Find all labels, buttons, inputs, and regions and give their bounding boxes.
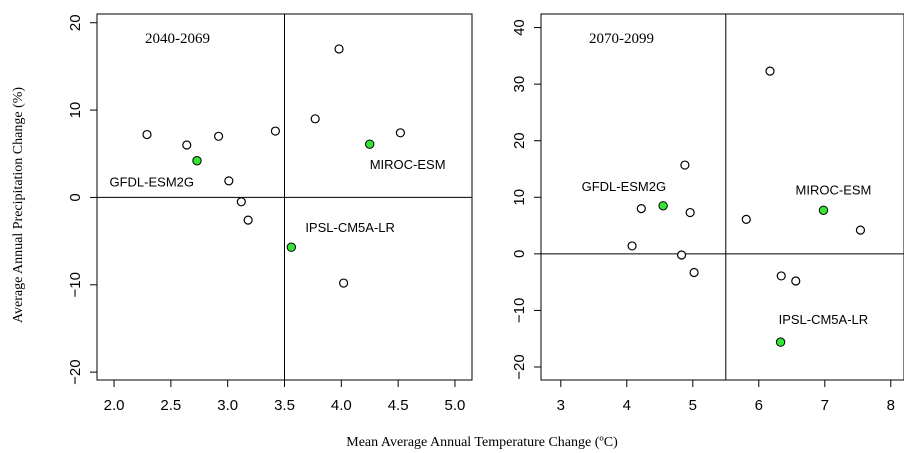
- x-tick-label: 4.5: [388, 397, 409, 414]
- highlighted-model-point: [818, 205, 829, 215]
- data-point: [791, 276, 801, 286]
- panel-2: 3 4 5 6 7 8 −20 −10 0 10 20 30 40 2070-2099 GFDL-ESM2G…: [511, 13, 904, 414]
- x-tick-label: 5.0: [445, 397, 466, 414]
- data-point: [689, 267, 699, 278]
- y-tick-label: 0: [67, 193, 84, 201]
- model-label: IPSL-CM5A-LR: [305, 220, 395, 235]
- y-tick-label: −10: [67, 272, 84, 297]
- data-point: [243, 215, 253, 225]
- period-label: 2070-2099: [589, 31, 654, 47]
- data-point: [776, 271, 786, 281]
- model-label: IPSL-CM5A-LR: [779, 312, 869, 327]
- y-tick-label: 40: [511, 19, 528, 36]
- data-point: [395, 128, 406, 138]
- data-point: [680, 160, 690, 170]
- data-point: [685, 207, 695, 218]
- data-point: [310, 114, 320, 124]
- y-tick-label: −20: [67, 359, 84, 384]
- x-tick-label: 7: [821, 397, 829, 414]
- y-axis-title: Average Annual Precipitation Change (%): [11, 87, 26, 323]
- data-point: [627, 241, 637, 251]
- highlighted-model-point: [658, 201, 668, 211]
- model-label: MIROC-ESM: [370, 157, 446, 172]
- highlighted-model-point: [775, 337, 786, 347]
- panel-1: 2.0 2.5 3.0 3.5 4.0 4.5 5.0 −20 −10 0 10 20 2040-206…: [67, 13, 473, 414]
- x-tick-label: 4.0: [331, 397, 352, 414]
- data-point: [270, 126, 281, 136]
- x-axis-title: Mean Average Annual Temperature Change (…: [346, 435, 618, 450]
- data-point: [236, 197, 246, 207]
- y-tick-label: 20: [67, 14, 84, 31]
- x-tick-label: 6: [755, 397, 763, 414]
- y-tick-label: −10: [511, 298, 528, 323]
- data-point: [676, 250, 687, 260]
- model-label: MIROC-ESM: [796, 182, 872, 197]
- model-label: GFDL-ESM2G: [582, 179, 667, 194]
- x-tick-label: 4: [623, 397, 631, 414]
- x-tick-label: 3: [557, 397, 565, 414]
- y-tick-label: −20: [511, 354, 528, 379]
- data-point: [182, 140, 192, 150]
- x-tick-label: 3.5: [274, 397, 295, 414]
- y-tick-label: 0: [511, 250, 528, 258]
- x-tick-label: 5: [689, 397, 697, 414]
- data-point: [338, 278, 349, 288]
- data-point: [334, 44, 344, 54]
- x-tick-label: 2.5: [160, 397, 181, 414]
- highlighted-model-point: [192, 156, 202, 166]
- data-point: [224, 176, 234, 186]
- data-point: [855, 225, 866, 235]
- y-tick-label: 10: [511, 189, 528, 206]
- y-tick-label: 30: [511, 76, 528, 93]
- model-label: GFDL-ESM2G: [109, 175, 194, 190]
- data-point: [765, 66, 775, 76]
- y-tick-label: 20: [511, 132, 528, 149]
- y-tick-label: 10: [67, 102, 84, 119]
- highlighted-model-point: [365, 139, 375, 149]
- data-point: [142, 129, 152, 140]
- x-tick-label: 8: [887, 397, 895, 414]
- data-point: [213, 131, 224, 141]
- highlighted-model-point: [286, 242, 297, 252]
- data-point: [636, 203, 646, 214]
- x-tick-label: 2.0: [104, 397, 125, 414]
- data-point: [741, 214, 751, 224]
- period-label: 2040-2069: [145, 31, 210, 47]
- x-tick-label: 3.0: [217, 397, 238, 414]
